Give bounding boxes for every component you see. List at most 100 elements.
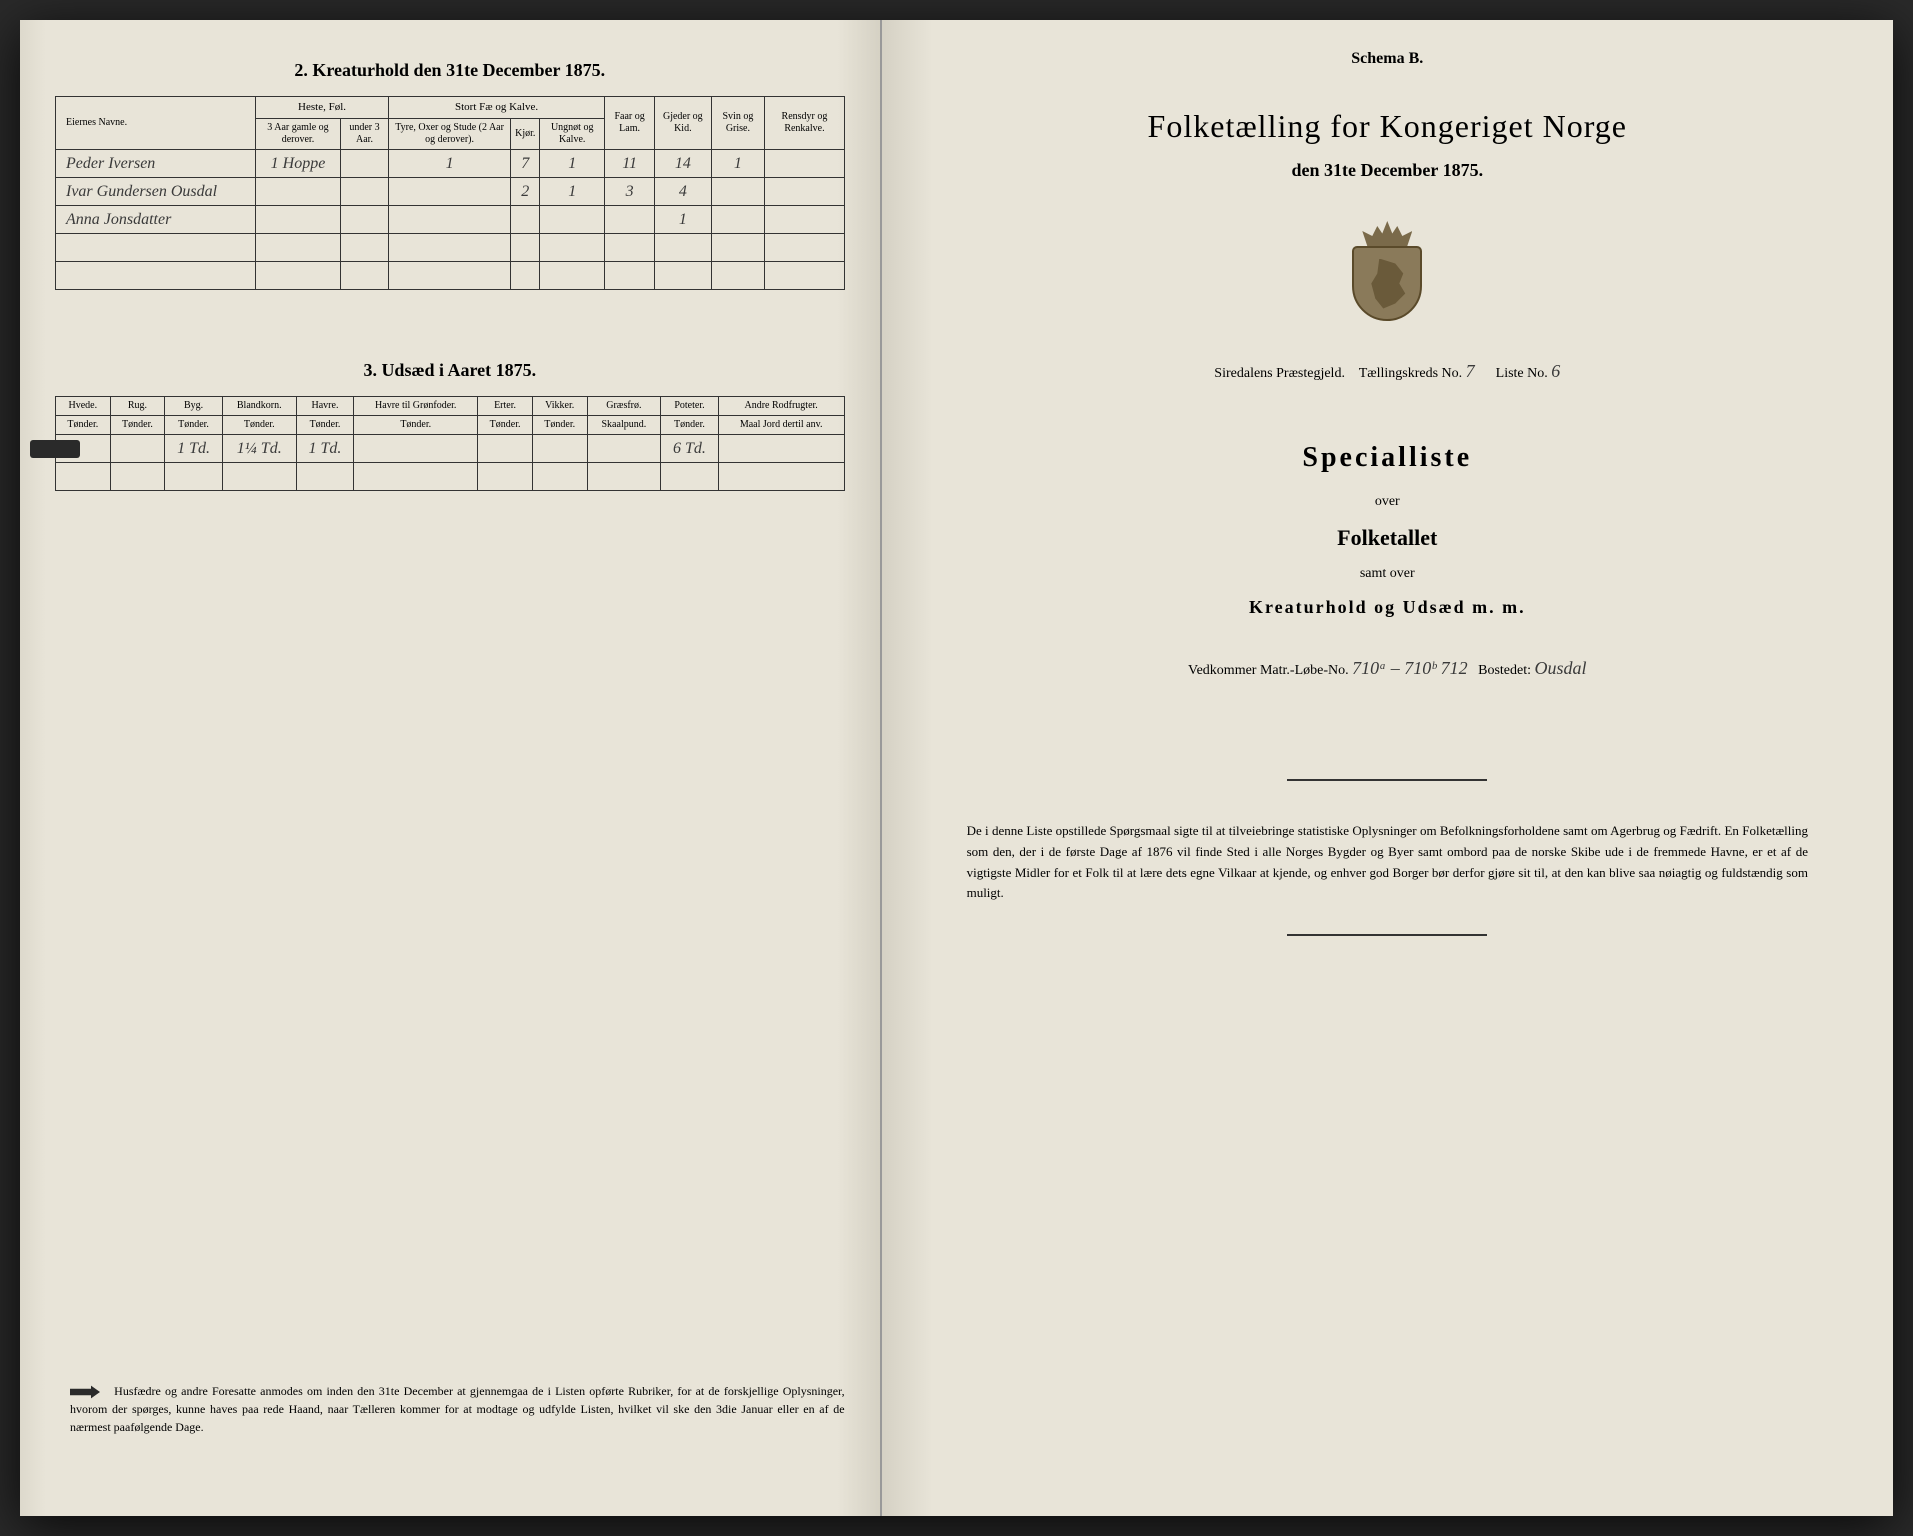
cell [340, 206, 388, 234]
table-body: Peder Iversen 1 Hoppe 1 7 1 11 14 1 Ivar… [56, 150, 845, 290]
col-subheader: Tønder. [56, 416, 111, 435]
cell [711, 178, 765, 206]
cell [765, 150, 844, 178]
cell [340, 178, 388, 206]
col-header: Græsfrø. [587, 397, 661, 416]
right-header: Folketælling for Kongeriget Norge den 31… [917, 108, 1858, 679]
col-header: Hvede. [56, 397, 111, 416]
table-row: 1 Td. 1¼ Td. 1 Td. 6 Td. [56, 435, 845, 463]
footer-rule [1287, 779, 1487, 781]
col-tyre: Tyre, Oxer og Stude (2 Aar og derover). [389, 119, 511, 150]
cell: 3 [605, 178, 655, 206]
cell [354, 435, 478, 463]
table-row-empty [56, 262, 845, 290]
table-head: Eiernes Navne. Heste, Føl. Stort Fæ og K… [56, 97, 845, 150]
col-header: Vikker. [532, 397, 587, 416]
kreaturhold-table: Eiernes Navne. Heste, Føl. Stort Fæ og K… [55, 96, 845, 290]
col-subheader: Tønder. [532, 416, 587, 435]
right-page: Schema B. Folketælling for Kongeriget No… [882, 20, 1893, 1516]
left-footer: Husfædre og andre Foresatte anmodes om i… [70, 1382, 845, 1436]
schema-label: Schema B. [917, 50, 1858, 68]
table-row: Anna Jonsdatter 1 [56, 206, 845, 234]
cell: 1 [540, 178, 605, 206]
left-page: 2. Kreaturhold den 31te December 1875. E… [20, 20, 882, 1516]
section3-title: 3. Udsæd i Aaret 1875. [55, 360, 845, 381]
bostedet-value: Ousdal [1535, 658, 1587, 678]
cell: 2 [511, 178, 540, 206]
cell: 6 Td. [661, 435, 719, 463]
cell: 14 [655, 150, 711, 178]
cell [256, 206, 341, 234]
table-row: Ivar Gundersen Ousdal 2 1 3 4 [56, 178, 845, 206]
col-subheader: Tønder. [222, 416, 296, 435]
main-title: Folketælling for Kongeriget Norge [917, 108, 1858, 145]
section2-title: 2. Kreaturhold den 31te December 1875. [55, 60, 845, 81]
table-row-empty [56, 463, 845, 491]
cell [478, 435, 533, 463]
bostedet-label: Bostedet: [1478, 663, 1531, 678]
col-header: Rug. [110, 397, 165, 416]
col-heste1: 3 Aar gamle og derover. [256, 119, 341, 150]
cell: 1 Td. [165, 435, 223, 463]
cell: 1 [711, 150, 765, 178]
col-ungnot: Ungnøt og Kalve. [540, 119, 605, 150]
table-body: 1 Td. 1¼ Td. 1 Td. 6 Td. [56, 435, 845, 491]
col-subheader: Tønder. [296, 416, 354, 435]
col-heste2: under 3 Aar. [340, 119, 388, 150]
col-storfae: Stort Fæ og Kalve. [389, 97, 605, 119]
cell [765, 178, 844, 206]
col-kjor: Kjør. [511, 119, 540, 150]
crown-icon [1362, 221, 1412, 246]
table-head: Hvede. Rug. Byg. Blandkorn. Havre. Havre… [56, 397, 845, 435]
cell [389, 178, 511, 206]
cell: 4 [655, 178, 711, 206]
col-subheader: Tønder. [661, 416, 719, 435]
col-header: Poteter. [661, 397, 719, 416]
cell [540, 206, 605, 234]
cell [711, 206, 765, 234]
taellingskreds-value: 7 [1466, 361, 1475, 381]
special-title: Specialliste [917, 442, 1858, 474]
col-header: Erter. [478, 397, 533, 416]
col-subheader: Maal Jord dertil anv. [718, 416, 844, 435]
cell [718, 435, 844, 463]
footer-text: De i denne Liste opstillede Spørgsmaal s… [917, 821, 1858, 904]
col-header: Byg. [165, 397, 223, 416]
table-row-empty [56, 234, 845, 262]
table-row: Peder Iversen 1 Hoppe 1 7 1 11 14 1 [56, 150, 845, 178]
liste-value: 6 [1551, 361, 1560, 381]
cell-navn: Peder Iversen [56, 150, 256, 178]
cell [340, 150, 388, 178]
kreatur-line: Kreaturhold og Udsæd m. m. [917, 597, 1858, 618]
cell: 1 [389, 150, 511, 178]
cell [605, 206, 655, 234]
cell: 7 [511, 150, 540, 178]
cell [389, 206, 511, 234]
col-eier: Eiernes Navne. [56, 97, 256, 150]
col-rensdyr: Rensdyr og Renkalve. [765, 97, 844, 150]
cell: 1 Hoppe [256, 150, 341, 178]
vedkommer-line: Vedkommer Matr.-Løbe-No. 710ᵃ – 710ᵇ 712… [917, 658, 1858, 679]
col-subheader: Tønder. [110, 416, 165, 435]
footer-rule-bottom [1287, 934, 1487, 936]
cell [532, 435, 587, 463]
shield-icon [1352, 246, 1422, 321]
folketallet: Folketallet [917, 525, 1858, 551]
vedkommer-label: Vedkommer Matr.-Løbe-No. [1188, 663, 1349, 678]
col-subheader: Skaalpund. [587, 416, 661, 435]
praestegjeld: Siredalens Præstegjeld. [1214, 366, 1345, 381]
cell: 1 [655, 206, 711, 234]
lion-icon [1367, 259, 1407, 309]
cell [256, 178, 341, 206]
document-book: 2. Kreaturhold den 31te December 1875. E… [20, 20, 1893, 1516]
col-header: Havre. [296, 397, 354, 416]
samt-over: samt over [917, 566, 1858, 582]
cell: 1 Td. [296, 435, 354, 463]
meta-line: Siredalens Præstegjeld. Tællingskreds No… [917, 361, 1858, 382]
col-faar: Faar og Lam. [605, 97, 655, 150]
col-subheader: Tønder. [478, 416, 533, 435]
subtitle: den 31te December 1875. [917, 160, 1858, 181]
cell [587, 435, 661, 463]
col-subheader: Tønder. [165, 416, 223, 435]
cell-navn: Anna Jonsdatter [56, 206, 256, 234]
